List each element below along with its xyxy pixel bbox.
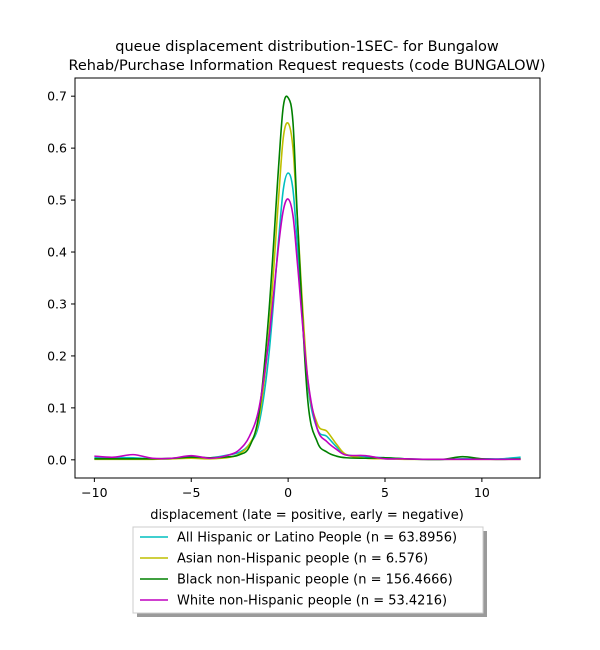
x-tick-label: 0 [284,485,292,500]
plot-frame [74,77,541,479]
chart-title-line-1: queue displacement distribution-1SEC- fo… [115,39,499,55]
series-line-1 [94,121,521,461]
x-tick-label: −10 [81,485,107,500]
legend-entry: White non-Hispanic people (n = 53.4216) [177,594,447,609]
series-lines [94,95,521,461]
legend-items: All Hispanic or Latino People (n = 63.89… [140,531,457,609]
x-tick-label: −5 [182,485,200,500]
legend-entry: Asian non-Hispanic people (n = 6.576) [177,552,428,567]
y-tick-label: 0.1 [47,400,67,415]
y-tick-label: 0.7 [47,89,67,104]
legend-box [132,526,484,614]
y-axis-ticks: 0.0 0.1 0.2 0.3 0.4 0.5 0.6 0.7 [47,89,75,467]
legend: All Hispanic or Latino People (n = 63.89… [132,526,487,617]
y-tick-label: 0.0 [47,452,67,467]
chart-title-line-2: Rehab/Purchase Information Request reque… [68,58,545,74]
x-axis-ticks: −10 −5 0 5 10 [81,478,490,500]
series-line-2 [94,95,521,461]
y-tick-label: 0.2 [47,348,67,363]
y-tick-label: 0.6 [47,141,67,156]
series-line-0 [94,172,521,461]
legend-entry: Black non-Hispanic people (n = 156.4666) [177,573,453,588]
y-tick-label: 0.4 [47,245,67,260]
x-tick-label: 10 [474,485,490,500]
x-tick-label: 5 [381,485,389,500]
legend-entry: All Hispanic or Latino People (n = 63.89… [177,531,457,546]
y-tick-label: 0.5 [47,193,67,208]
series-line-3 [94,198,521,461]
y-tick-label: 0.3 [47,296,67,311]
x-axis-label: displacement (late = positive, early = n… [150,508,464,523]
